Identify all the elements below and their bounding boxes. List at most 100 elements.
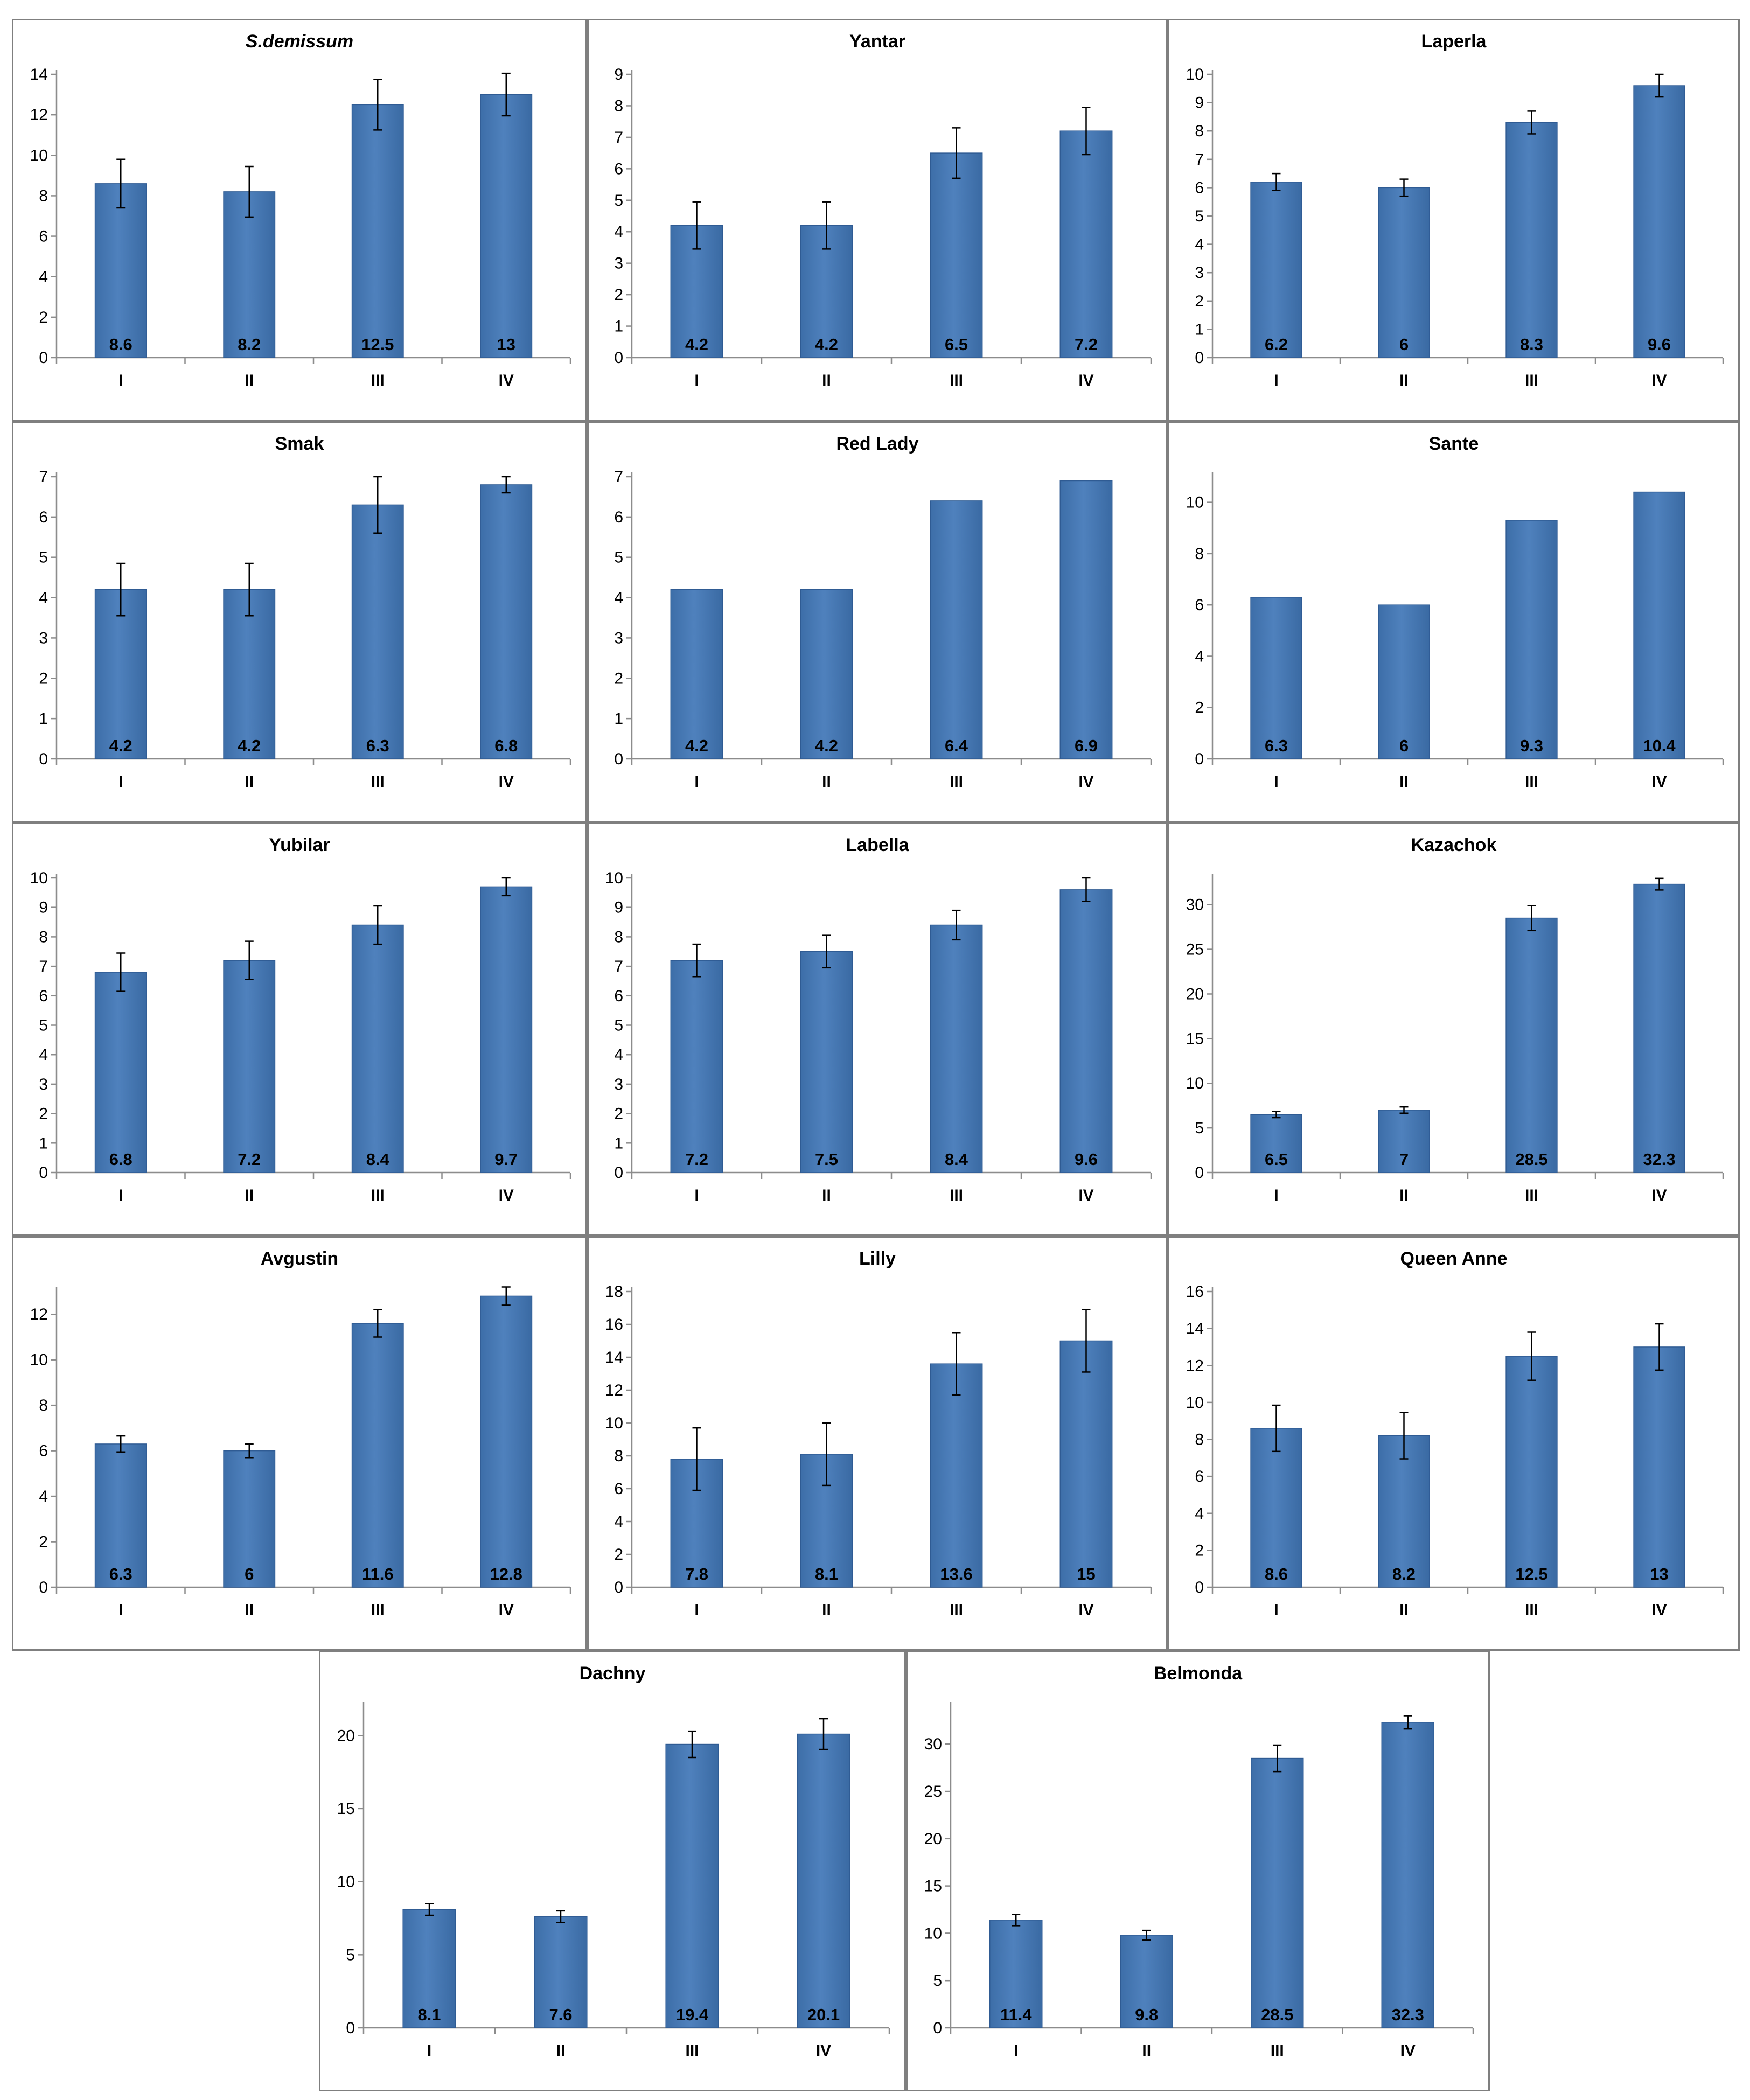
y-tick-label: 6 bbox=[39, 508, 48, 526]
bar-ii bbox=[1378, 604, 1430, 759]
data-label: 8.6 bbox=[1265, 1565, 1288, 1583]
y-tick-label: 30 bbox=[1186, 896, 1204, 914]
y-tick-label: 4 bbox=[1195, 1505, 1204, 1523]
x-tick-label: III bbox=[371, 1187, 385, 1204]
bar-iii bbox=[351, 104, 404, 358]
data-label: 8.6 bbox=[109, 335, 133, 354]
chart-title: Queen Anne bbox=[1400, 1248, 1508, 1269]
y-tick-label: 6 bbox=[614, 508, 623, 526]
x-tick-label: III bbox=[1525, 773, 1538, 791]
bar-iii bbox=[930, 152, 983, 358]
y-tick-label: 15 bbox=[924, 1878, 942, 1895]
bar-iii bbox=[351, 1323, 404, 1588]
y-tick-label: 8 bbox=[39, 187, 48, 205]
x-tick-label: III bbox=[371, 1601, 385, 1619]
y-tick-label: 25 bbox=[924, 1783, 942, 1801]
chart-svg: Sante 0 2 4 6 8 10 6.3 I 6 II 9.3 III 10.4 IV bbox=[1186, 434, 1724, 791]
y-tick-label: 15 bbox=[337, 1800, 355, 1818]
data-label: 13 bbox=[497, 335, 515, 354]
x-tick-label: II bbox=[1399, 773, 1409, 791]
bar-iii bbox=[1505, 917, 1558, 1173]
bar-iii bbox=[930, 924, 983, 1173]
x-tick-label: I bbox=[118, 1601, 123, 1619]
y-tick-label: 2 bbox=[39, 309, 48, 326]
chart-svg: Smak 0 1 2 3 4 5 6 7 4.2 I 4.2 II 6.3 III 6.8 IV bbox=[39, 434, 571, 791]
data-label: 8.4 bbox=[366, 1150, 390, 1169]
bar-i bbox=[94, 589, 147, 759]
bar-iii bbox=[1251, 1757, 1304, 2028]
y-tick-label: 4 bbox=[614, 1513, 623, 1531]
chart-title: S.demissum bbox=[246, 31, 353, 52]
bar-iii bbox=[930, 500, 983, 759]
bar-ii bbox=[1378, 187, 1430, 358]
y-tick-label: 0 bbox=[39, 1164, 48, 1182]
y-tick-label: 16 bbox=[1186, 1283, 1204, 1301]
x-tick-label: I bbox=[1014, 2042, 1018, 2060]
data-label: 32.3 bbox=[1643, 1150, 1675, 1169]
bar-ii bbox=[223, 960, 276, 1173]
chart-title: Yubilar bbox=[269, 835, 330, 855]
y-tick-label: 5 bbox=[39, 1017, 48, 1035]
y-tick-label: 10 bbox=[30, 146, 48, 164]
chart-panel-red-lady: Red Lady 0 1 2 3 4 5 6 7 4.2 I 4.2 II 6.4 III 6.9 IV bbox=[587, 421, 1168, 822]
data-label: 8.2 bbox=[238, 335, 261, 354]
data-label: 8.1 bbox=[815, 1565, 838, 1583]
chart-svg: Lilly 0 2 4 6 8 10 12 14 16 18 7.8 I 8.1 II 13.6 III 15 IV bbox=[605, 1248, 1152, 1619]
chart-title: Lilly bbox=[859, 1248, 896, 1269]
y-tick-label: 2 bbox=[39, 1105, 48, 1123]
y-tick-label: 14 bbox=[30, 66, 48, 83]
y-tick-label: 6 bbox=[1195, 596, 1204, 614]
data-label: 10.4 bbox=[1643, 736, 1676, 755]
y-tick-label: 5 bbox=[1195, 1119, 1204, 1137]
y-tick-label: 2 bbox=[39, 669, 48, 687]
bar-iv bbox=[1633, 85, 1685, 358]
data-label: 4.2 bbox=[685, 736, 708, 755]
x-tick-label: II bbox=[1399, 372, 1409, 389]
bar-i bbox=[402, 1909, 456, 2028]
y-tick-label: 4 bbox=[39, 1488, 48, 1505]
y-tick-label: 6 bbox=[1195, 179, 1204, 197]
y-tick-label: 6 bbox=[39, 1442, 48, 1460]
chart-panel-yubilar: Yubilar 0 1 2 3 4 5 6 7 8 9 10 6.8 I 7.2 II 8.4 III 9.7 IV bbox=[12, 822, 587, 1236]
y-tick-label: 3 bbox=[39, 1076, 48, 1093]
y-tick-label: 3 bbox=[1195, 264, 1204, 282]
y-tick-label: 9 bbox=[39, 899, 48, 917]
y-tick-label: 10 bbox=[30, 869, 48, 887]
data-label: 4.2 bbox=[815, 335, 838, 354]
x-tick-label: IV bbox=[1078, 1601, 1093, 1619]
x-tick-label: I bbox=[694, 1187, 699, 1204]
y-tick-label: 6 bbox=[39, 228, 48, 246]
x-tick-label: I bbox=[427, 2042, 431, 2060]
y-tick-label: 0 bbox=[614, 1579, 623, 1596]
data-label: 9.6 bbox=[1648, 335, 1671, 354]
y-tick-label: 10 bbox=[1186, 1075, 1204, 1092]
data-label: 28.5 bbox=[1515, 1150, 1547, 1169]
chart-panel-sante: Sante 0 2 4 6 8 10 6.3 I 6 II 9.3 III 10.4 IV bbox=[1168, 421, 1740, 822]
data-label: 6.8 bbox=[494, 736, 518, 755]
chart-svg: Belmonda 0 5 10 15 20 25 30 11.4 I 9.8 II 28.5 III 32.… bbox=[924, 1663, 1474, 2060]
x-tick-label: II bbox=[822, 372, 831, 389]
y-tick-label: 2 bbox=[1195, 292, 1204, 310]
y-tick-label: 5 bbox=[39, 549, 48, 567]
y-tick-label: 0 bbox=[614, 1164, 623, 1182]
y-tick-label: 8 bbox=[614, 97, 623, 115]
data-label: 28.5 bbox=[1261, 2005, 1293, 2024]
y-tick-label: 7 bbox=[1195, 151, 1204, 169]
bar-iv bbox=[1633, 1346, 1685, 1588]
y-tick-label: 4 bbox=[614, 1046, 623, 1064]
bar-iv bbox=[1059, 480, 1113, 759]
y-tick-label: 9 bbox=[614, 66, 623, 83]
y-tick-label: 6 bbox=[614, 987, 623, 1005]
data-label: 7.2 bbox=[685, 1150, 708, 1169]
data-label: 12.5 bbox=[1515, 1565, 1547, 1583]
data-label: 7.2 bbox=[238, 1150, 261, 1169]
data-label: 8.3 bbox=[1520, 335, 1543, 354]
bar-iv bbox=[1381, 1722, 1434, 2028]
y-tick-label: 8 bbox=[39, 928, 48, 946]
y-tick-label: 14 bbox=[1186, 1320, 1204, 1338]
chart-panel-queen-anne: Queen Anne 0 2 4 6 8 10 12 14 16 8.6 I 8.2 II 12.5 III 1… bbox=[1168, 1236, 1740, 1651]
data-label: 7 bbox=[1399, 1150, 1409, 1169]
bar-i bbox=[1250, 597, 1302, 759]
x-tick-label: I bbox=[118, 372, 123, 389]
y-tick-label: 25 bbox=[1186, 941, 1204, 959]
